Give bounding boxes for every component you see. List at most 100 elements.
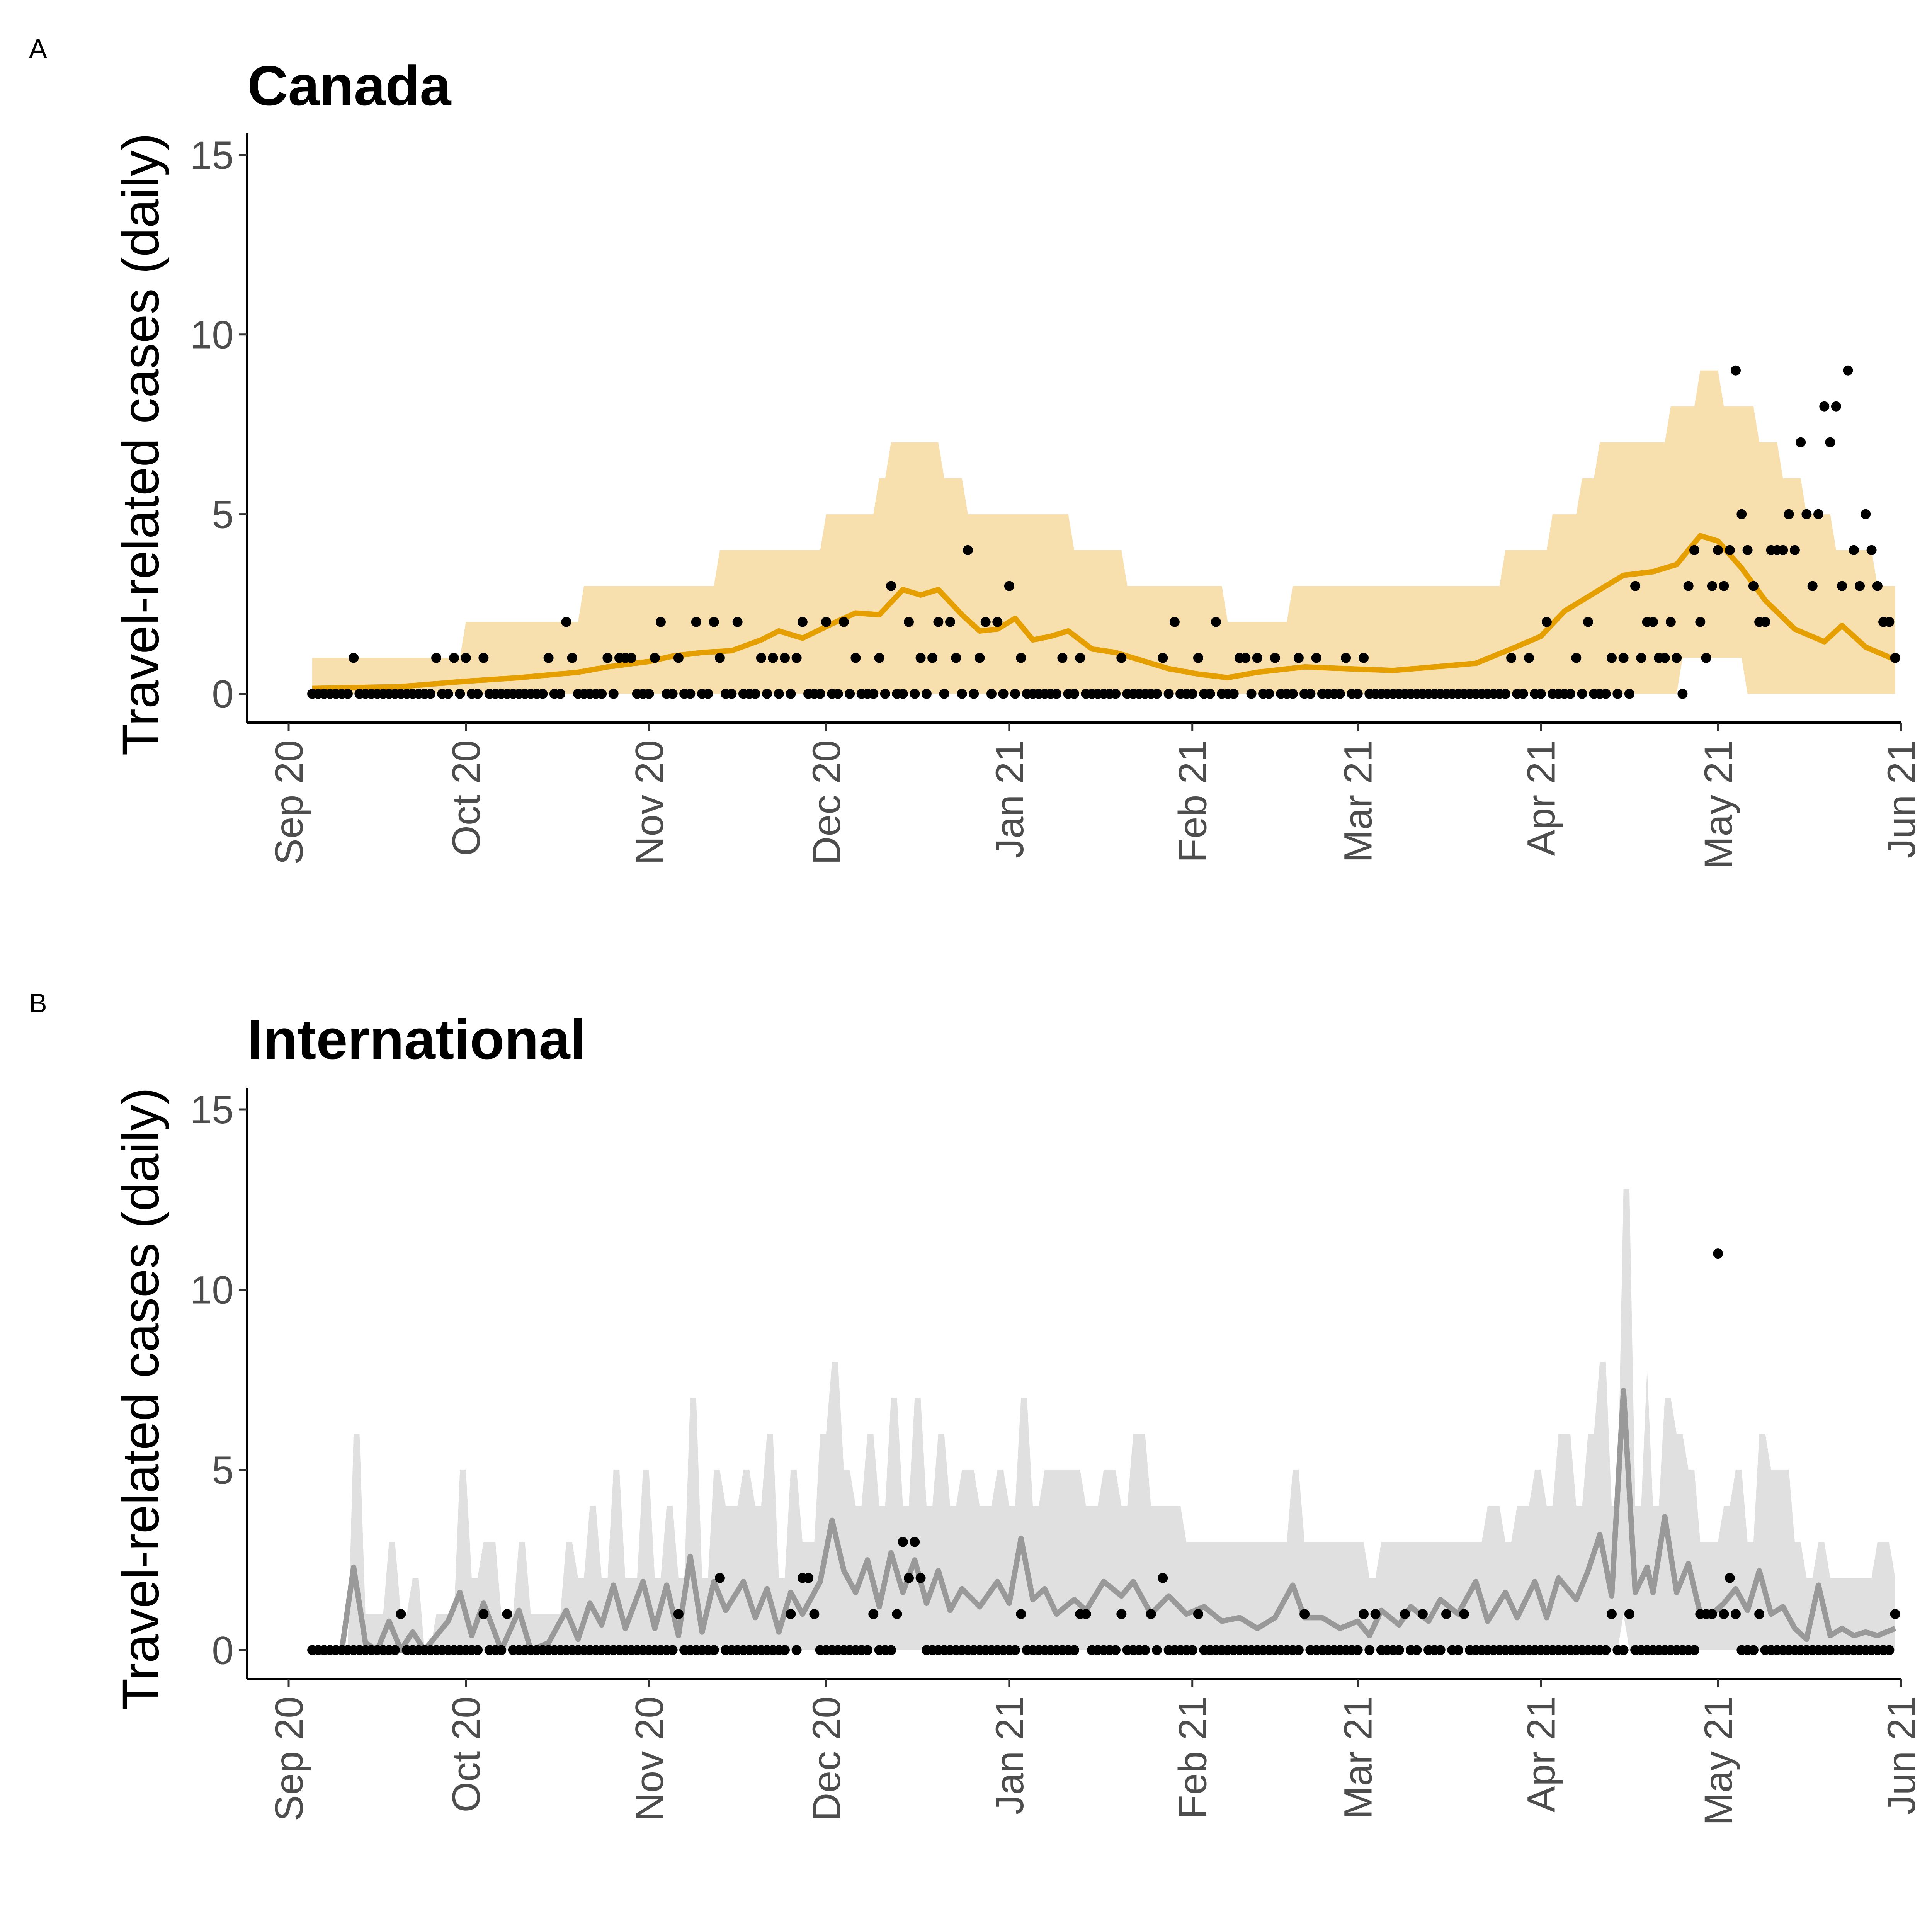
data-point	[425, 689, 435, 699]
data-point	[1417, 1609, 1428, 1619]
data-point	[1607, 653, 1617, 663]
data-point	[1359, 653, 1369, 663]
data-point	[1205, 689, 1215, 699]
data-point	[904, 617, 914, 627]
data-point	[791, 1645, 802, 1655]
data-point	[1069, 689, 1079, 699]
data-point	[921, 689, 932, 699]
data-point	[1890, 653, 1900, 663]
data-point	[644, 689, 654, 699]
data-point	[543, 653, 554, 663]
data-point	[980, 617, 991, 627]
y-tick-label: 10	[190, 313, 234, 357]
data-point	[1264, 689, 1274, 699]
panel-b-letter: B	[29, 988, 47, 1018]
data-point	[1849, 545, 1859, 555]
data-point	[1719, 1609, 1729, 1619]
data-point	[1352, 1645, 1363, 1655]
x-tick-label: Nov 20	[627, 1696, 671, 1821]
data-point	[1813, 509, 1823, 519]
data-point	[1618, 1645, 1629, 1655]
data-point	[667, 689, 678, 699]
data-point	[786, 1609, 796, 1619]
data-point	[1163, 689, 1174, 699]
data-point	[1713, 1248, 1723, 1259]
data-point	[1701, 653, 1711, 663]
data-point	[1270, 653, 1280, 663]
x-tick-label: Oct 20	[444, 1696, 488, 1812]
data-point	[809, 1609, 820, 1619]
data-point	[1843, 365, 1853, 376]
data-point	[1116, 653, 1127, 663]
data-point	[1211, 617, 1221, 627]
data-point	[396, 1609, 406, 1619]
data-point	[886, 1645, 896, 1655]
data-point	[750, 689, 760, 699]
x-tick-label: Sep 20	[267, 740, 311, 865]
data-point	[1600, 689, 1611, 699]
data-point	[714, 1573, 725, 1583]
data-point	[561, 617, 571, 627]
data-point	[673, 653, 684, 663]
data-point	[998, 689, 1009, 699]
data-point	[390, 1645, 400, 1655]
data-point	[1742, 545, 1753, 555]
data-point	[898, 1537, 908, 1547]
y-tick-label: 15	[190, 133, 234, 177]
data-point	[1689, 545, 1699, 555]
panel-b-plot: 0 5 10 15 Sep 20 Oct 20 Nov 20 Dec 20 Jan 21 Feb …	[190, 1088, 1923, 1826]
data-point	[1335, 689, 1345, 699]
x-tick-label: Feb 21	[1171, 740, 1215, 863]
panel-a-letter: A	[29, 34, 47, 64]
data-point	[685, 689, 696, 699]
data-point	[478, 653, 489, 663]
data-point	[597, 689, 607, 699]
data-point	[1152, 1645, 1162, 1655]
y-tick-label: 10	[190, 1268, 234, 1312]
data-point	[1665, 617, 1676, 627]
data-point	[1636, 653, 1646, 663]
data-point	[1158, 653, 1168, 663]
data-point	[1240, 653, 1251, 663]
data-point	[838, 617, 849, 627]
data-point	[1536, 689, 1546, 699]
data-point	[656, 617, 666, 627]
data-point	[780, 653, 790, 663]
data-point	[1778, 545, 1788, 555]
data-point	[1441, 1609, 1451, 1619]
data-point	[1169, 617, 1180, 627]
data-point	[1140, 1645, 1150, 1655]
data-point	[1293, 1645, 1304, 1655]
data-point	[1293, 653, 1304, 663]
data-point	[1731, 365, 1741, 376]
panel-b-title: International	[247, 1008, 586, 1071]
data-point	[537, 689, 548, 699]
data-point	[986, 689, 997, 699]
data-point	[1861, 509, 1871, 519]
data-point	[803, 1573, 814, 1583]
data-point	[1713, 545, 1723, 555]
y-tick-label: 0	[212, 672, 234, 716]
data-point	[1287, 689, 1298, 699]
data-point	[1884, 617, 1895, 627]
data-point	[1748, 1645, 1759, 1655]
data-point	[886, 581, 896, 591]
data-point	[1565, 689, 1575, 699]
data-point	[1884, 1645, 1895, 1655]
data-point	[1784, 509, 1794, 519]
panel-a-title: Canada	[247, 54, 452, 117]
data-point	[349, 653, 359, 663]
data-point	[1010, 1645, 1020, 1655]
data-point	[910, 1537, 920, 1547]
x-tick-label: Dec 20	[804, 740, 849, 865]
data-point	[691, 617, 701, 627]
panel-b-observed-points	[307, 1248, 1900, 1655]
x-tick-label: Dec 20	[804, 1696, 849, 1821]
data-point	[1571, 653, 1582, 663]
data-point	[1855, 581, 1865, 591]
x-tick-label: May 21	[1696, 740, 1740, 869]
data-point	[1807, 581, 1818, 591]
data-point	[845, 689, 855, 699]
x-tick-label: Jan 21	[988, 1696, 1032, 1815]
